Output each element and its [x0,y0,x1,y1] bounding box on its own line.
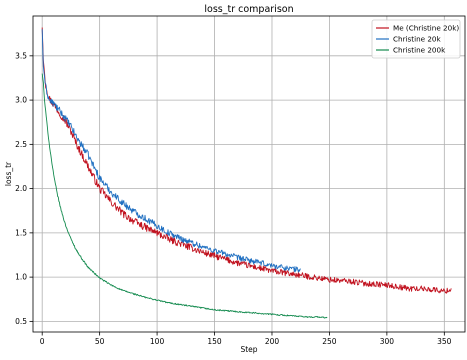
x-tick-label: 100 [150,337,165,346]
series-lines [41,27,452,319]
legend-label: Christine 20k [393,35,441,44]
x-tick-label: 50 [95,337,105,346]
y-tick-label: 1.0 [15,273,27,282]
x-tick-label: 350 [437,337,452,346]
grid [33,16,465,332]
plot-frame [32,15,466,333]
y-axis-label: loss_tr [4,161,13,186]
x-axis-label: Step [240,345,257,354]
x-tick-label: 150 [207,337,222,346]
x-tick-label: 300 [380,337,395,346]
y-tick-label: 3.0 [15,96,27,105]
legend-label: Me (Christine 20k) [393,24,459,33]
series-line-christine-200k [41,73,328,319]
chart-title: loss_tr comparison [204,4,293,15]
x-tick-label: 250 [322,337,337,346]
y-tick-label: 1.5 [15,228,27,237]
x-tick-label: 0 [40,337,45,346]
legend-label: Christine 200k [393,46,446,55]
y-tick-label: 3.5 [15,51,27,60]
legend-box [371,19,461,59]
y-tick-label: 0.5 [15,317,27,326]
legend: Me (Christine 20k) Christine 20k Christine… [371,19,461,59]
series-line-me-christine-20k [41,27,452,294]
series-line-christine-20k [41,29,301,273]
y-tick-label: 2.5 [15,140,27,149]
axis-ticks: 0 50 100 150 200 250 300 350 0.5 1.0 1.5 2.0 2.5 3.0 3… [15,51,452,346]
y-tick-label: 2.0 [15,184,27,193]
x-tick-label: 200 [265,337,280,346]
